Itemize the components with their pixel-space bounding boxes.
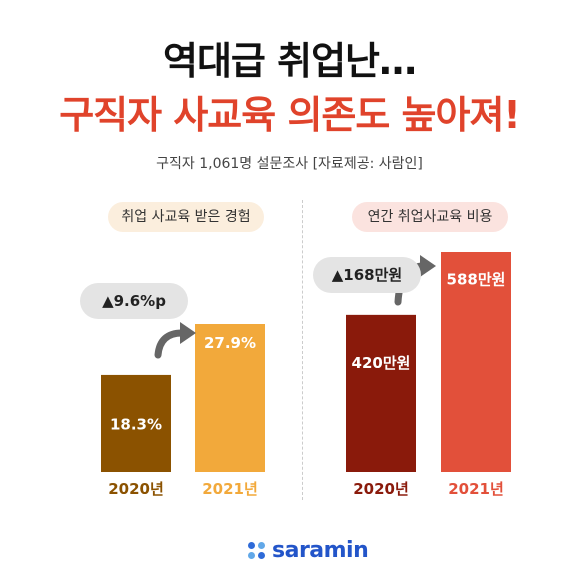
left-trend-arrowhead-icon: [180, 322, 196, 344]
headline-line2: 구직자 사교육 의존도 높아져!: [59, 93, 521, 137]
right-value-label: 420만원: [352, 354, 411, 372]
right-increase-badge: ▲168만원: [313, 257, 421, 293]
survey-subtitle: 구직자 1,061명 설문조사 [자료제공: 사람인]: [156, 156, 423, 172]
left-increase-badge: ▲9.6%p: [80, 283, 188, 319]
left-bar-2021년: [195, 324, 265, 472]
right-category-label: 2021년: [448, 480, 504, 498]
left-chart-title: 취업 사교육 받은 경험: [108, 202, 264, 232]
logo-dots-icon: [248, 541, 265, 559]
right-chart-title: 연간 취업사교육 비용: [352, 202, 508, 232]
left-category-label: 2020년: [108, 480, 164, 498]
saramin-logo: saramin: [248, 537, 369, 563]
right-category-label: 2020년: [353, 480, 409, 498]
right-value-label: 588만원: [447, 270, 506, 288]
left-bar-2020년: [101, 374, 171, 472]
left-value-label: 27.9%: [204, 334, 256, 352]
right-bar-2020년: [346, 314, 416, 472]
left-value-label: 18.3%: [110, 415, 162, 433]
headline-line1: 역대급 취업난…: [163, 39, 417, 83]
left-trend-arrow-icon: [154, 329, 186, 359]
right-trend-arrowhead-icon: [420, 255, 436, 277]
chart-divider: [302, 200, 303, 500]
logo-text: saramin: [272, 537, 369, 563]
left-category-label: 2021년: [202, 480, 258, 498]
right-bar-2021년: [441, 252, 511, 472]
